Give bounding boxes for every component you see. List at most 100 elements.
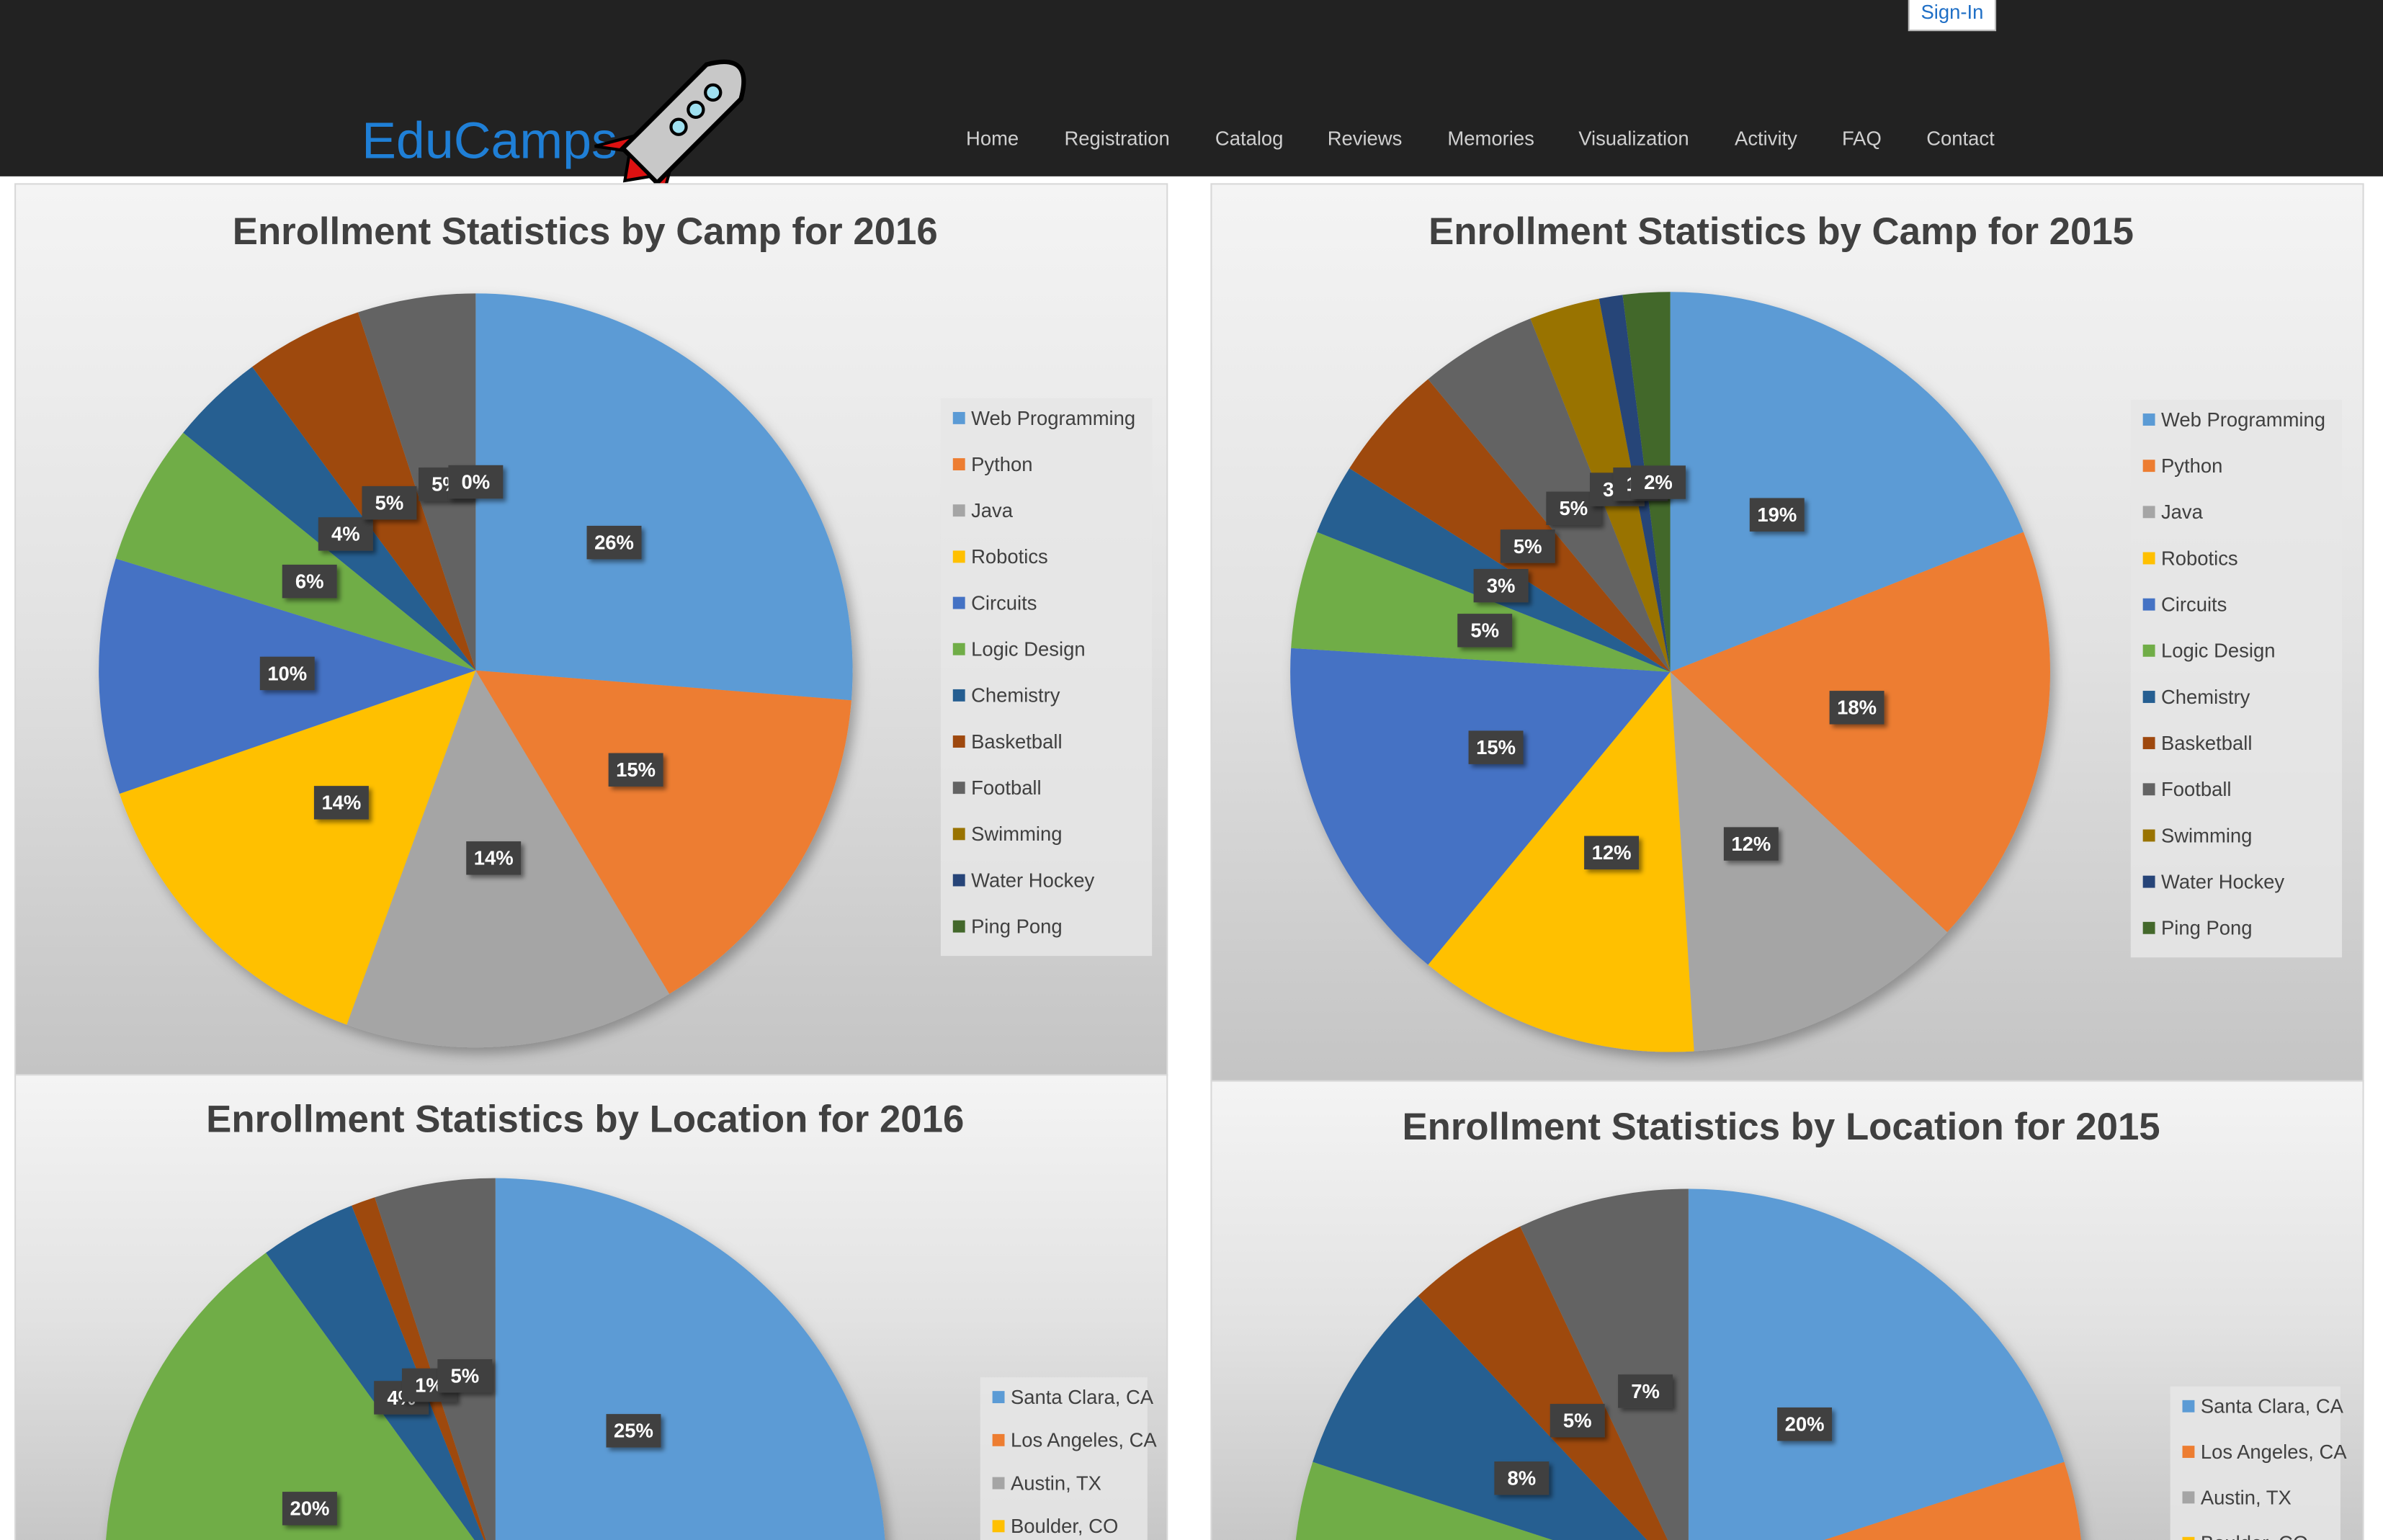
data-label-text: 5% bbox=[375, 491, 404, 514]
legend-label: Chemistry bbox=[971, 684, 1060, 707]
pie-slice bbox=[1688, 1188, 2065, 1540]
legend-label: Boulder, CO bbox=[2201, 1532, 2308, 1540]
data-label-box bbox=[1500, 529, 1555, 563]
legend-swatch bbox=[992, 1391, 1005, 1404]
nav-link[interactable]: Contact bbox=[1926, 127, 1995, 149]
data-label: 6% bbox=[282, 564, 337, 599]
data-label-box bbox=[313, 786, 369, 820]
legend-label: Santa Clara, CA bbox=[2201, 1395, 2344, 1418]
pie-slice bbox=[475, 293, 853, 701]
legend-label: Python bbox=[971, 453, 1032, 475]
legend-label: Java bbox=[971, 499, 1014, 521]
legend-swatch bbox=[2142, 598, 2155, 611]
data-label-box bbox=[259, 656, 315, 691]
legend-label: Ping Pong bbox=[971, 916, 1063, 938]
data-label-box bbox=[448, 465, 504, 499]
legend-swatch bbox=[2142, 691, 2155, 703]
data-label-text: 10% bbox=[267, 662, 307, 684]
legend-swatch bbox=[2142, 460, 2155, 473]
data-label-box bbox=[1777, 1407, 1833, 1441]
legend-swatch bbox=[992, 1433, 1005, 1446]
chart-title: Enrollment Statistics by Camp for 2015 bbox=[1429, 210, 2134, 253]
data-label-text: 20% bbox=[1785, 1413, 1825, 1436]
data-label: 3% bbox=[1473, 568, 1529, 603]
data-label: 5% bbox=[1457, 614, 1513, 648]
nav-link[interactable]: FAQ bbox=[1842, 127, 1882, 149]
chart-title: Enrollment Statistics by Location for 20… bbox=[1403, 1106, 2160, 1148]
data-label-box bbox=[1829, 691, 1885, 725]
legend: Santa Clara, CA Los Angeles, CA Austin, TX… bbox=[2170, 1386, 2347, 1540]
header-bar bbox=[0, 0, 2383, 176]
sign-in-button[interactable]: Sign-In bbox=[1908, 0, 1997, 32]
data-label-text: 25% bbox=[614, 1420, 653, 1442]
legend-box bbox=[940, 398, 1153, 957]
legend-label: Ping Pong bbox=[2161, 917, 2253, 939]
legend-swatch bbox=[952, 782, 965, 794]
data-label-box bbox=[1494, 1461, 1550, 1495]
chart-panel: Enrollment Statistics by Camp for 2016 26… bbox=[14, 183, 1168, 1076]
pie-slice bbox=[1670, 532, 2050, 933]
legend-swatch bbox=[952, 504, 965, 517]
nav-link[interactable]: Memories bbox=[1447, 127, 1534, 149]
data-label-box bbox=[1468, 730, 1524, 764]
legend-swatch bbox=[2142, 506, 2155, 519]
data-label-text: 15% bbox=[1476, 736, 1516, 758]
data-label: 5% bbox=[1550, 1404, 1605, 1438]
legend-swatch bbox=[992, 1520, 1005, 1533]
data-label-text: 5% bbox=[1470, 619, 1499, 642]
data-label-box bbox=[606, 1414, 661, 1448]
legend-swatch bbox=[2142, 644, 2155, 657]
pie-slice bbox=[1670, 292, 2024, 672]
legend-label: Austin, TX bbox=[1011, 1472, 1101, 1494]
pie-slice bbox=[1295, 1461, 1553, 1540]
data-label: 5% bbox=[1546, 491, 1601, 526]
nav-link[interactable]: Visualization bbox=[1578, 127, 1689, 149]
legend-label: Los Angeles, CA bbox=[2201, 1441, 2347, 1463]
nav-link[interactable]: Activity bbox=[1735, 127, 1797, 149]
data-label-box bbox=[586, 525, 642, 560]
data-label: 10% bbox=[259, 656, 315, 691]
legend-label: Football bbox=[2161, 778, 2232, 800]
nav-link[interactable]: Home bbox=[966, 127, 1019, 149]
data-label-text: 26% bbox=[594, 532, 634, 554]
data-label: 20% bbox=[1777, 1407, 1833, 1441]
data-label: 20% bbox=[282, 1492, 337, 1526]
data-label-text: 0% bbox=[462, 470, 491, 493]
legend-swatch bbox=[2142, 921, 2155, 934]
legend-swatch bbox=[952, 828, 965, 841]
data-label-text: 12% bbox=[1731, 833, 1771, 855]
data-label: 4% bbox=[318, 517, 373, 551]
pie bbox=[1290, 292, 2050, 1052]
data-label-text: 20% bbox=[290, 1498, 329, 1520]
pie bbox=[1295, 1188, 2081, 1540]
legend-label: Python bbox=[2161, 455, 2222, 477]
legend-label: Circuits bbox=[2161, 594, 2227, 616]
legend-label: Basketball bbox=[971, 730, 1063, 753]
pie-slice bbox=[358, 293, 476, 671]
logo[interactable]: EduCamps bbox=[362, 35, 771, 213]
legend-label: Water Hockey bbox=[971, 869, 1094, 891]
data-label-box bbox=[318, 517, 373, 551]
legend: Web Programming Python Java Robotics Circuit… bbox=[940, 398, 1153, 957]
data-label-box bbox=[608, 753, 663, 787]
pie-slice bbox=[1349, 379, 1671, 672]
data-label: 14% bbox=[313, 786, 369, 820]
legend-box bbox=[2170, 1386, 2340, 1540]
data-label: 2% bbox=[1631, 465, 1686, 499]
data-label: 19% bbox=[1749, 498, 1805, 532]
data-label: 5% bbox=[362, 485, 417, 520]
legend-label: Boulder, CO bbox=[1011, 1515, 1118, 1537]
legend-label: Java bbox=[2161, 501, 2204, 523]
legend-swatch bbox=[2142, 783, 2155, 796]
legend-label: Chemistry bbox=[2161, 686, 2250, 708]
nav-link[interactable]: Catalog bbox=[1215, 127, 1284, 149]
legend-label: Circuits bbox=[971, 591, 1037, 614]
legend-label: Football bbox=[971, 776, 1042, 799]
data-label-text: 5% bbox=[1563, 1410, 1592, 1432]
data-label-text: 3% bbox=[1487, 574, 1516, 596]
legend-label: Robotics bbox=[2161, 547, 2238, 569]
nav-link[interactable]: Registration bbox=[1064, 127, 1169, 149]
legend-label: Web Programming bbox=[2161, 408, 2325, 431]
nav-link[interactable]: Reviews bbox=[1328, 127, 1403, 149]
